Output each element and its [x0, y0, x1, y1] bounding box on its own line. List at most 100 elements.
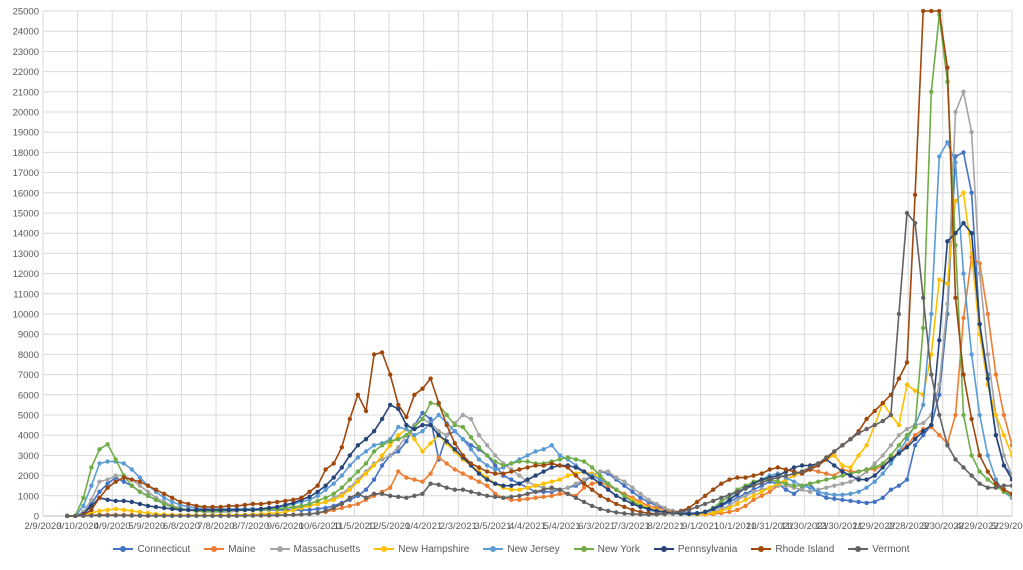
- data-point: [816, 489, 821, 494]
- data-point: [404, 422, 409, 428]
- data-point: [388, 493, 393, 498]
- data-point: [670, 510, 675, 516]
- data-point: [630, 485, 635, 490]
- data-point: [977, 412, 982, 418]
- data-point: [97, 447, 102, 452]
- data-point: [662, 505, 667, 511]
- data-point: [969, 130, 974, 135]
- data-point: [880, 461, 885, 466]
- data-point: [299, 512, 304, 517]
- data-point: [549, 485, 554, 490]
- y-tick-label: 11000: [13, 289, 39, 300]
- data-point: [759, 477, 764, 482]
- data-point: [412, 493, 417, 498]
- data-point: [137, 479, 143, 484]
- legend-item: Rhode Island: [751, 544, 834, 555]
- data-point: [517, 473, 522, 478]
- data-point: [121, 507, 127, 513]
- data-point: [371, 463, 377, 468]
- data-point: [153, 497, 159, 502]
- data-point: [921, 295, 926, 300]
- data-point: [904, 445, 910, 450]
- y-tick-label: 25000: [13, 7, 39, 18]
- data-point: [557, 491, 562, 496]
- data-point: [848, 465, 853, 470]
- x-tick-label: 3/10/2020: [56, 521, 98, 532]
- data-point: [1001, 463, 1007, 468]
- data-point: [291, 500, 296, 506]
- data-point: [161, 501, 167, 507]
- data-point: [767, 477, 772, 482]
- data-point: [339, 465, 344, 470]
- data-point: [759, 471, 764, 476]
- data-point: [315, 498, 320, 504]
- data-point: [428, 400, 433, 406]
- data-point: [977, 453, 982, 458]
- data-point: [460, 487, 466, 492]
- x-tick-label: 11/30/2021: [781, 521, 828, 532]
- data-point: [105, 481, 110, 486]
- data-point: [194, 507, 199, 513]
- data-point: [396, 402, 401, 408]
- legend-label: New York: [597, 543, 640, 555]
- data-point: [493, 481, 498, 486]
- data-point: [856, 477, 861, 482]
- data-point: [541, 469, 546, 474]
- data-point: [953, 198, 958, 204]
- data-point: [509, 483, 514, 488]
- data-point: [638, 495, 643, 500]
- data-point: [347, 495, 352, 500]
- data-point: [654, 512, 659, 517]
- data-point: [210, 513, 215, 518]
- data-point: [880, 495, 885, 500]
- data-point: [153, 513, 159, 518]
- data-point: [719, 502, 724, 508]
- data-point: [557, 487, 562, 492]
- data-point: [89, 507, 94, 513]
- data-point: [638, 512, 643, 517]
- data-point: [331, 481, 336, 486]
- legend-swatch: [374, 544, 395, 554]
- y-tick-label: 3000: [18, 451, 39, 462]
- data-point: [484, 453, 490, 458]
- data-point: [694, 499, 700, 505]
- series-line: [67, 140, 1012, 517]
- data-point: [299, 503, 304, 509]
- x-tick-label: 5/4/2021: [544, 521, 581, 532]
- data-point: [832, 449, 837, 454]
- data-point: [428, 422, 433, 428]
- data-point: [355, 469, 361, 474]
- data-point: [589, 475, 595, 480]
- data-point: [129, 467, 134, 472]
- data-point: [1001, 412, 1007, 418]
- data-point: [307, 511, 312, 517]
- data-point: [275, 513, 280, 518]
- data-point: [581, 499, 587, 505]
- data-point: [1001, 433, 1007, 438]
- data-point: [929, 422, 934, 428]
- y-tick-label: 7000: [18, 370, 39, 381]
- data-point: [145, 489, 151, 494]
- data-point: [945, 281, 950, 286]
- data-point: [541, 481, 546, 486]
- data-point: [953, 412, 958, 418]
- data-point: [396, 494, 401, 499]
- data-point: [428, 471, 433, 476]
- data-point: [953, 109, 958, 115]
- data-point: [331, 505, 336, 511]
- data-point: [751, 473, 756, 478]
- data-point: [81, 513, 86, 518]
- data-point: [1018, 482, 1022, 486]
- data-point: [420, 429, 425, 434]
- data-point: [921, 433, 926, 438]
- data-point: [194, 503, 199, 509]
- data-point: [993, 412, 999, 418]
- data-point: [694, 504, 700, 510]
- data-point: [258, 501, 264, 507]
- legend-item: New York: [573, 543, 640, 555]
- data-point: [872, 408, 877, 414]
- data-point: [323, 467, 328, 472]
- data-point: [759, 493, 764, 498]
- data-point: [218, 513, 223, 518]
- legend-item: Vermont: [848, 544, 910, 555]
